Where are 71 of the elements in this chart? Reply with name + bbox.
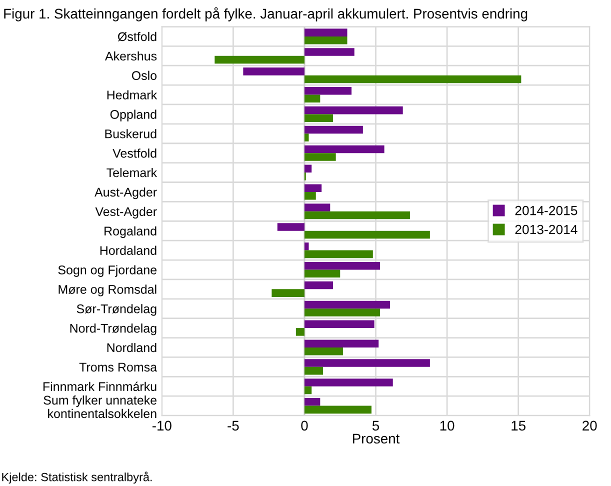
y-tick-label: Rogaland bbox=[104, 226, 156, 238]
x-tick-label: 0 bbox=[301, 420, 308, 431]
y-tick-label: Akershus bbox=[104, 51, 157, 61]
bar bbox=[304, 114, 333, 122]
bar bbox=[272, 289, 304, 297]
bar bbox=[304, 204, 330, 212]
bar bbox=[304, 270, 340, 278]
bar bbox=[304, 242, 309, 250]
y-tick-label: Sum fylker unnateke kontinentalsokkelen bbox=[44, 395, 157, 418]
y-tick-label: Nord-Trøndelag bbox=[70, 324, 156, 336]
bar bbox=[304, 308, 380, 316]
y-tick-label: Buskerud bbox=[105, 129, 156, 138]
x-axis-title: Prosent bbox=[352, 434, 400, 444]
bar bbox=[304, 153, 336, 161]
bar bbox=[304, 250, 373, 258]
chart-title: Figur 1. Skatteinngangen fordelt på fylke. Januar-april akkumulert. Prosentvis endring bbox=[4, 7, 528, 22]
bar bbox=[304, 320, 374, 328]
y-tick-label: Vest-Agder bbox=[95, 206, 157, 219]
bar bbox=[304, 86, 352, 95]
bar bbox=[243, 68, 304, 76]
y-tick-label: Hordaland bbox=[100, 246, 156, 255]
x-tick-label: 15 bbox=[512, 420, 526, 431]
bar bbox=[304, 281, 333, 290]
bar bbox=[304, 347, 343, 356]
bar bbox=[304, 300, 390, 309]
bar bbox=[304, 36, 348, 44]
bar bbox=[304, 378, 393, 386]
bar bbox=[304, 106, 403, 114]
x-tick-label: -10 bbox=[152, 420, 172, 431]
bar bbox=[304, 48, 354, 56]
bar bbox=[304, 406, 372, 414]
y-tick-label: Hedmark bbox=[107, 90, 158, 100]
bar bbox=[296, 328, 304, 336]
x-tick-label: 5 bbox=[372, 420, 380, 431]
y-tick-label: Finnmark Finnmárku bbox=[43, 382, 156, 392]
bar bbox=[304, 94, 320, 103]
x-tick-label: 10 bbox=[440, 420, 454, 431]
bar bbox=[304, 126, 363, 134]
legend-label: 2013-2014 bbox=[515, 224, 578, 234]
bar bbox=[304, 134, 309, 142]
y-tick-label: Oppland bbox=[110, 110, 156, 122]
bar bbox=[277, 223, 304, 231]
legend-label: 2014-2015 bbox=[515, 206, 578, 216]
y-tick-label: Sør-Trøndelag bbox=[76, 304, 156, 316]
y-tick-label: Troms Romsa bbox=[79, 362, 158, 372]
bar bbox=[304, 28, 348, 36]
y-tick-label: Møre og Romsdal bbox=[58, 284, 156, 296]
y-tick-label: Sogn og Fjordane bbox=[58, 265, 157, 277]
bar bbox=[304, 184, 322, 192]
bar bbox=[304, 366, 324, 375]
bar bbox=[304, 145, 384, 154]
text: Kjelde: Statistisk sentralbyrå. bbox=[2, 472, 152, 484]
bar bbox=[304, 75, 522, 84]
bar bbox=[214, 56, 304, 64]
bar bbox=[304, 386, 312, 394]
bar bbox=[304, 211, 410, 220]
y-tick-label: Østfold bbox=[118, 32, 156, 42]
y-tick-label: Vestfold bbox=[112, 148, 156, 158]
x-tick-label: -5 bbox=[228, 420, 239, 431]
bar bbox=[304, 398, 320, 406]
y-tick-label: Nordland bbox=[107, 342, 156, 352]
y-tick-label: Oslo bbox=[132, 70, 157, 80]
bar bbox=[304, 192, 316, 200]
x-tick-label: 20 bbox=[582, 420, 597, 431]
bar bbox=[304, 262, 380, 270]
bar bbox=[304, 359, 430, 367]
bar bbox=[304, 230, 430, 239]
bar bbox=[304, 340, 379, 348]
y-tick-label: Telemark bbox=[106, 168, 158, 178]
y-tick-label: Aust-Agder bbox=[94, 187, 157, 200]
bar bbox=[304, 164, 312, 173]
